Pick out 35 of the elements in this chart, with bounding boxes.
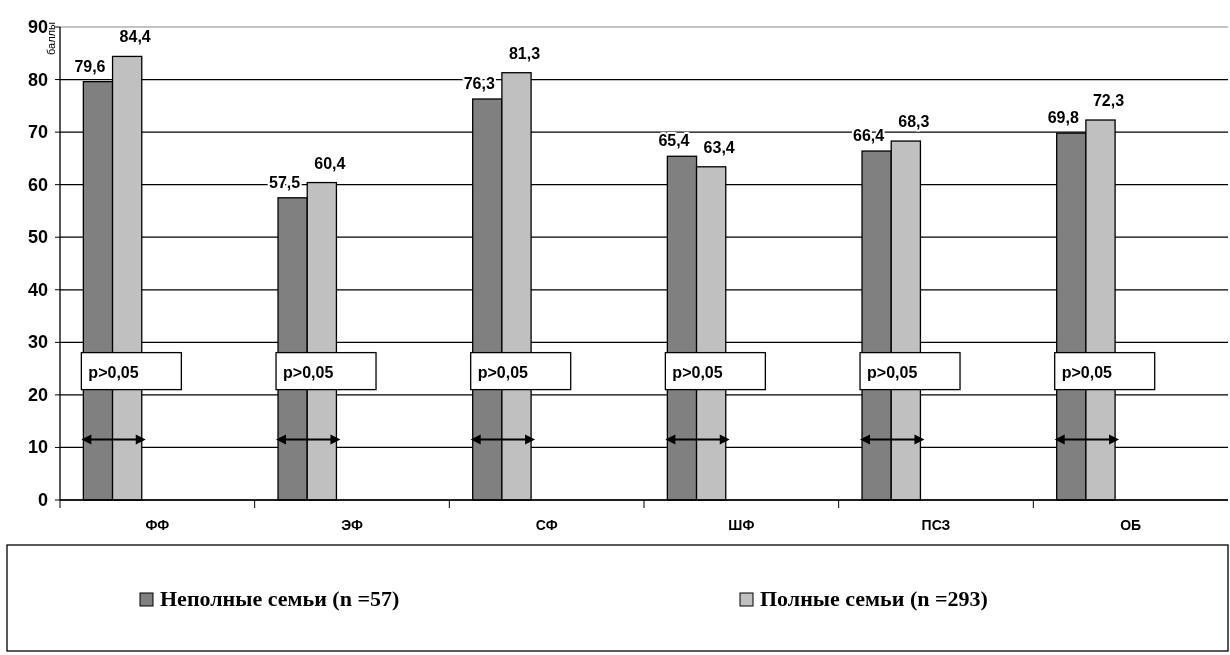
data-label: 60,4	[314, 154, 346, 172]
data-label: 72,3	[1092, 92, 1125, 110]
data-label: 68,3	[898, 113, 930, 131]
y-tick-label: 50	[27, 227, 48, 248]
annotation: p>0,05	[1061, 363, 1113, 381]
annotation: p>0,05	[867, 363, 918, 381]
x-tick-label: ПСЗ	[921, 517, 951, 533]
data-label: 79,6	[74, 57, 106, 75]
annotation: p>0,05	[672, 363, 723, 381]
data-label: 63,4	[703, 138, 735, 156]
data-label: 81,3	[508, 44, 541, 62]
x-tick-label: ЭФ	[341, 517, 363, 533]
legend-label: Неполные семьи (n =57)	[160, 586, 400, 611]
x-tick-label: ОБ	[1120, 517, 1142, 533]
data-label: 76,3	[463, 75, 495, 92]
y-tick-label: 80	[27, 69, 48, 90]
y-tick-label: 30	[27, 332, 48, 353]
y-axis-title: баллы	[45, 22, 57, 55]
y-tick-label: 0	[37, 490, 48, 510]
annotation: p>0,05	[283, 363, 334, 381]
data-label: 69,8	[1047, 109, 1079, 127]
x-tick-label: СФ	[535, 517, 558, 533]
y-tick-label: 60	[27, 174, 48, 195]
x-tick-label: ШФ	[728, 517, 755, 533]
y-tick-label: 40	[27, 279, 48, 300]
y-tick-label: 20	[27, 384, 48, 405]
annotation: p>0,05	[477, 363, 529, 381]
y-tick-label: 70	[27, 122, 48, 143]
x-tick-label: ФФ	[145, 517, 170, 533]
y-tick-label: 90	[27, 17, 48, 37]
data-label: 65,4	[658, 132, 690, 150]
y-tick-label: 10	[27, 437, 48, 458]
data-label: 84,4	[119, 28, 151, 46]
annotation: p>0,05	[88, 363, 139, 381]
legend-label: Полные семьи (n =293)	[760, 586, 988, 611]
